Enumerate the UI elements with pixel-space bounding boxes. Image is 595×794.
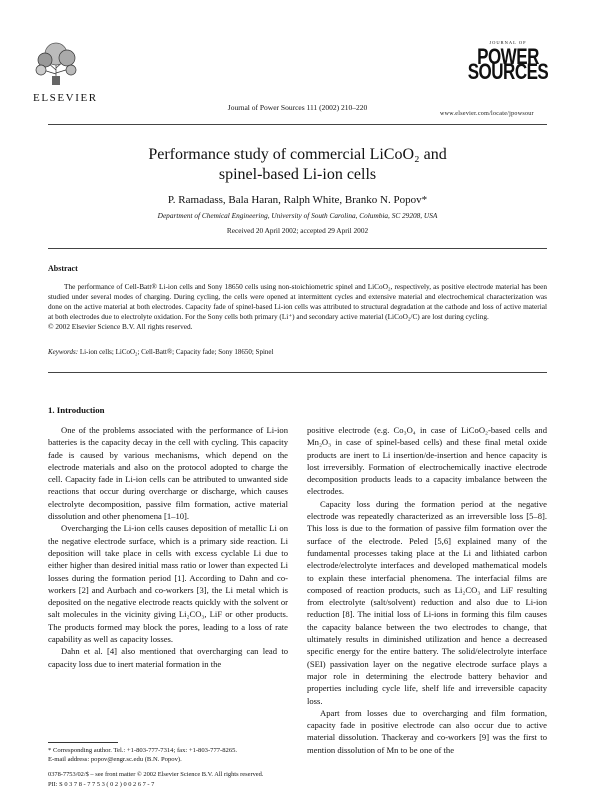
received-dates: Received 20 April 2002; accepted 29 Apri… bbox=[226, 226, 369, 235]
journal-website-link[interactable]: www.elsevier.com/locate/jpowsour bbox=[440, 111, 534, 117]
author-affiliation: Department of Chemical Engineering, Univ… bbox=[157, 211, 438, 220]
intro-paragraph-4: positive electrode (e.g. Co₃O₄ in case o… bbox=[307, 425, 547, 497]
journal-logo-line1: POWER bbox=[477, 44, 539, 70]
abstract-body: The performance of Cell-Batt® Li-ion cel… bbox=[48, 282, 547, 332]
intro-paragraph-6: Apart from losses due to overcharging an… bbox=[307, 707, 547, 755]
publisher-name: ELSEVIER bbox=[33, 92, 98, 104]
keywords-list: Li-ion cells; LiCoO₂; Cell-Batt®; Capaci… bbox=[79, 348, 274, 356]
intro-paragraph-5: Capacity loss during the formation perio… bbox=[307, 498, 547, 706]
right-column: positive electrode (e.g. Co₃O₄ in case o… bbox=[307, 424, 547, 756]
intro-paragraph-3: Dahn et al. [4] also mentioned that over… bbox=[48, 646, 288, 669]
keywords: Keywords: Li-ion cells; LiCoO₂; Cell-Bat… bbox=[48, 348, 547, 356]
section-heading-introduction: 1. Introduction bbox=[48, 405, 105, 415]
journal-reference: Journal of Power Sources 111 (2002) 210–… bbox=[227, 103, 368, 112]
footnote-rule bbox=[48, 742, 118, 743]
article-title: Performance study of commercial LiCoO₂ a… bbox=[0, 145, 595, 185]
intro-paragraph-2: Overcharging the Li-ion cells causes dep… bbox=[48, 523, 288, 645]
abstract-text: The performance of Cell-Batt® Li-ion cel… bbox=[48, 282, 547, 321]
corresponding-author-footnote: * Corresponding author. Tel.: +1-803-777… bbox=[48, 747, 238, 754]
pii-line: PII: S 0 3 7 8 - 7 7 5 3 ( 0 2 ) 0 0 2 6… bbox=[48, 781, 155, 788]
article-title-line1: Performance study of commercial LiCoO₂ a… bbox=[148, 146, 447, 163]
author-list: P. Ramadass, Bala Haran, Ralph White, Br… bbox=[167, 194, 428, 206]
journal-logo-small-text: JOURNAL OF bbox=[489, 40, 527, 45]
abstract-copyright: © 2002 Elsevier Science B.V. All rights … bbox=[48, 322, 193, 331]
keywords-label: Keywords: bbox=[48, 348, 79, 356]
journal-logo-line2: SOURCES bbox=[467, 59, 549, 85]
abstract-bottom-divider bbox=[48, 372, 547, 373]
intro-paragraph-1: One of the problems associated with the … bbox=[48, 425, 288, 522]
journal-logo: JOURNAL OF POWER SOURCES bbox=[467, 40, 549, 83]
email-footnote: E-mail address: popov@engr.sc.edu (B.N. … bbox=[48, 756, 182, 763]
abstract-top-divider bbox=[48, 248, 547, 249]
header-divider bbox=[48, 124, 547, 125]
left-column: One of the problems associated with the … bbox=[48, 424, 288, 670]
elsevier-tree-logo-icon bbox=[33, 40, 79, 86]
front-matter-line: 0378-7753/02/$ – see front matter © 2002… bbox=[48, 771, 264, 778]
abstract-heading: Abstract bbox=[48, 264, 78, 273]
article-title-line2: spinel-based Li-ion cells bbox=[218, 166, 377, 183]
